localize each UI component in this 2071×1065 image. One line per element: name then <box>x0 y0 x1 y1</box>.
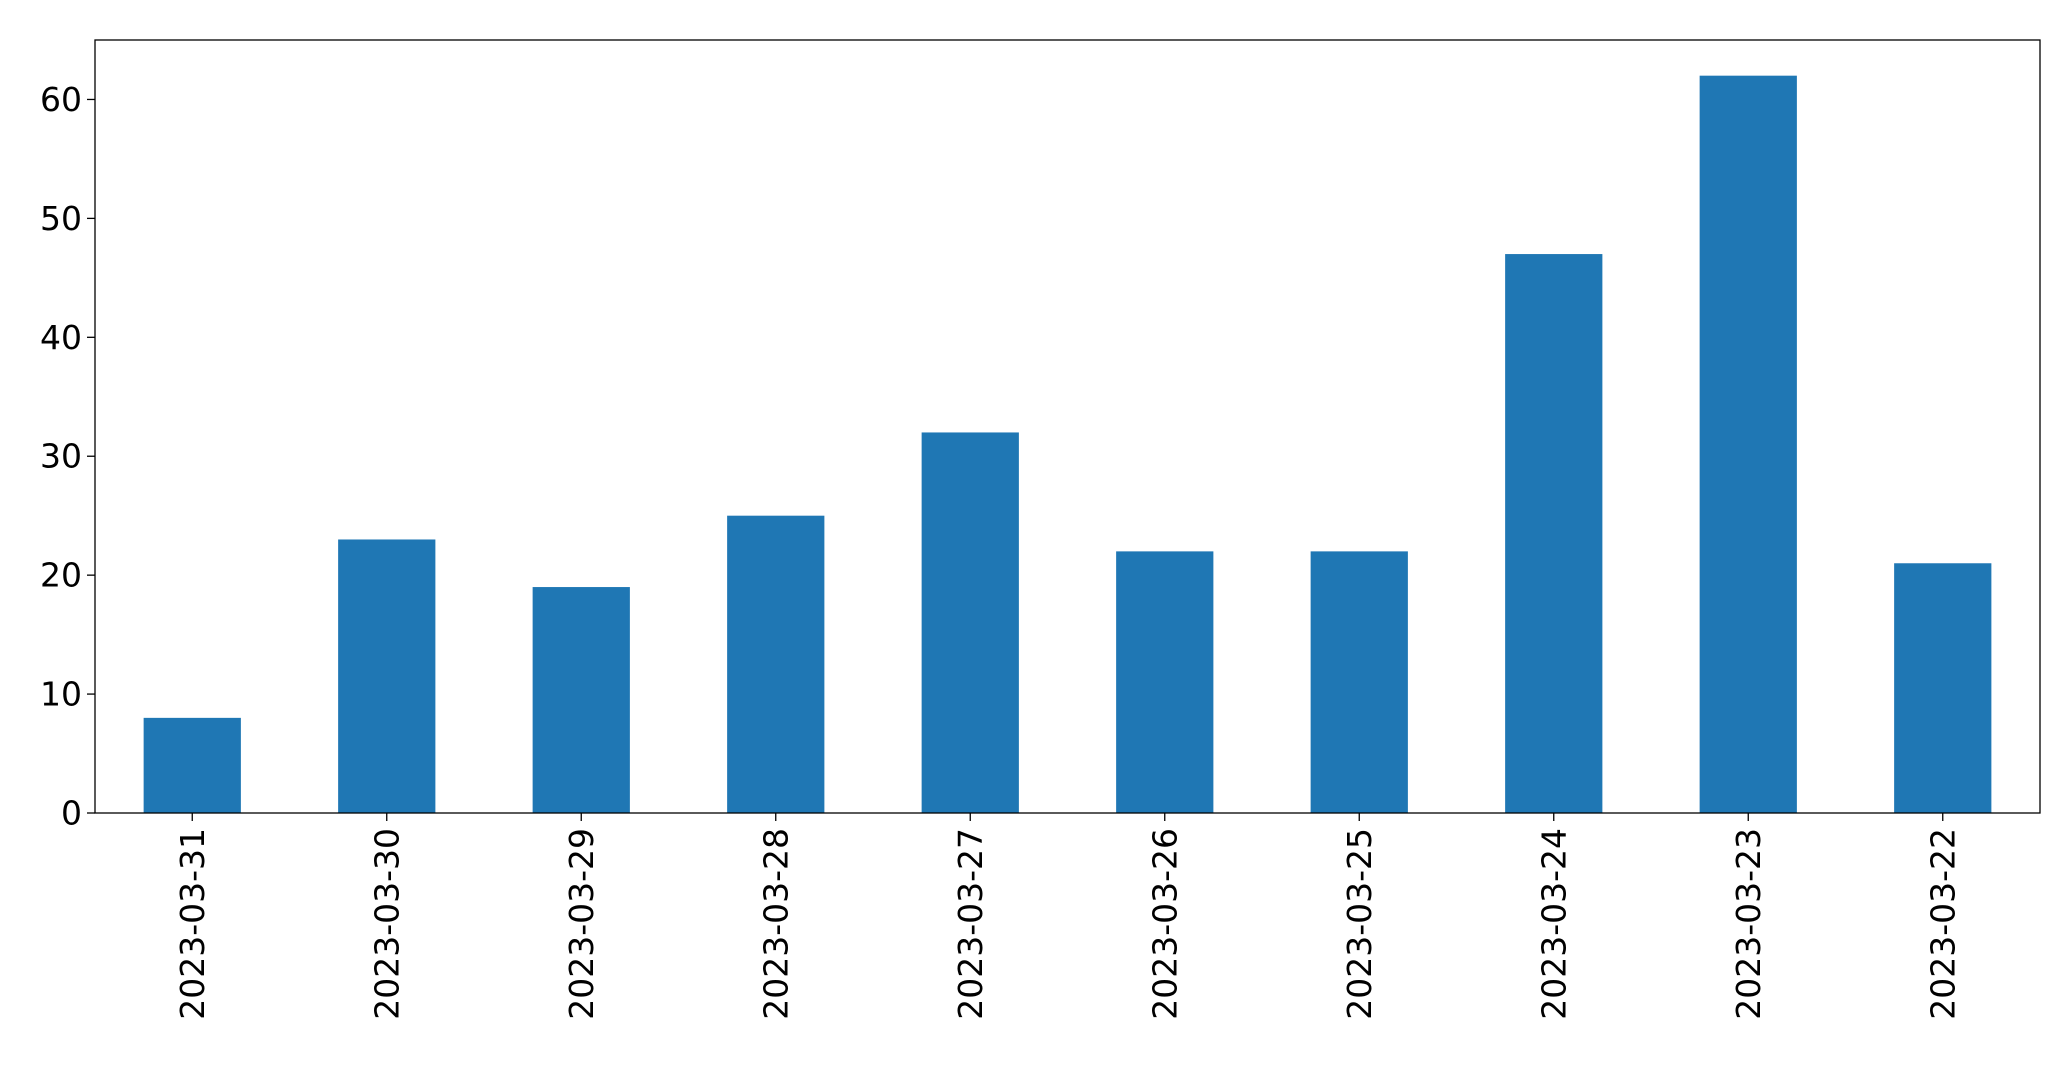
y-tick-label: 20 <box>40 556 82 595</box>
bar-2023-03-22 <box>1894 563 1992 813</box>
x-tick-label: 2023-03-24 <box>1534 828 1573 1020</box>
x-tick-label: 2023-03-22 <box>1923 828 1962 1020</box>
bar-2023-03-29 <box>532 587 630 813</box>
bar-2023-03-26 <box>1116 551 1214 813</box>
y-tick-label: 0 <box>61 794 82 833</box>
x-tick-label: 2023-03-23 <box>1729 828 1768 1020</box>
bar-2023-03-27 <box>921 432 1019 813</box>
y-axis: 0 10 20 30 40 50 60 <box>40 80 95 833</box>
bar-2023-03-28 <box>727 515 825 813</box>
y-tick-label: 10 <box>40 675 82 714</box>
x-tick-label: 2023-03-27 <box>951 828 990 1020</box>
x-tick-label: 2023-03-31 <box>173 828 212 1020</box>
bar-2023-03-23 <box>1699 75 1797 814</box>
y-tick-label: 60 <box>40 80 82 119</box>
x-tick-label: 2023-03-28 <box>756 828 795 1020</box>
bar-2023-03-24 <box>1505 254 1603 813</box>
x-tick-label: 2023-03-30 <box>367 828 406 1020</box>
y-tick-label: 50 <box>40 199 82 238</box>
x-tick-label: 2023-03-26 <box>1145 828 1184 1020</box>
plot-frame <box>94 39 2041 814</box>
bar-2023-03-30 <box>338 539 436 813</box>
bar-2023-03-25 <box>1310 551 1408 813</box>
y-tick-label: 30 <box>40 437 82 476</box>
bars-group <box>143 75 1992 814</box>
x-tick-label: 2023-03-25 <box>1340 828 1379 1020</box>
x-tick-label: 2023-03-29 <box>562 828 601 1020</box>
y-tick-label: 40 <box>40 318 82 357</box>
x-axis: 2023-03-31 2023-03-30 2023-03-29 2023-03-28… <box>173 813 1962 1020</box>
bar-2023-03-31 <box>143 717 241 813</box>
